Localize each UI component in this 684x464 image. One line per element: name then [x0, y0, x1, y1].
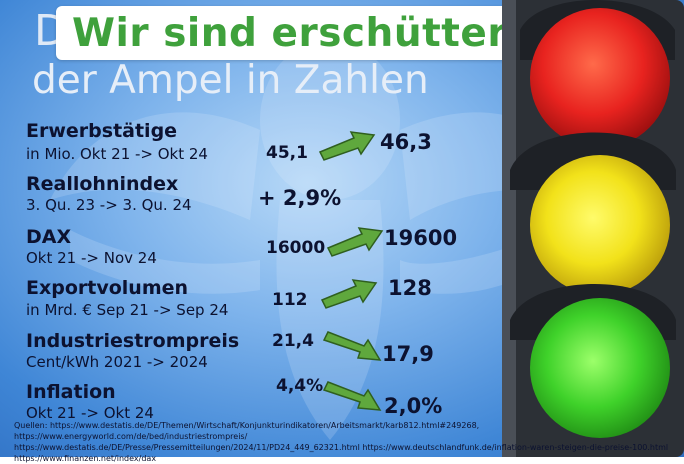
green-arrow-icon: [322, 331, 382, 361]
row-label-erwerbstaetige: Erwerbstätige: [26, 120, 178, 142]
sources-line2: https://www.destatis.de/DE/Presse/Presse…: [14, 443, 669, 452]
yellow-light: [530, 155, 670, 295]
row-label-reallohnindex: Reallohnindex: [26, 173, 179, 195]
green-arrow-icon: [320, 279, 378, 309]
sources-line1: Quellen: https://www.destatis.de/DE/Them…: [14, 421, 480, 441]
value-old-exportvolumen: 112: [272, 290, 308, 310]
value-new-exportvolumen: 128: [388, 276, 432, 300]
green-light: [530, 298, 670, 438]
value-old-industriestrompreis: 21,4: [272, 331, 314, 351]
row-label-inflation: Inflation: [26, 381, 116, 403]
green-arrow-icon: [318, 131, 376, 161]
green-arrow-icon: [326, 227, 384, 257]
row-label-industriestrompreis: Industriestrompreis: [26, 330, 240, 352]
value-old-dax: 16000: [266, 238, 326, 258]
value-reallohnindex: + 2,9%: [258, 186, 342, 210]
row-sub-dax: Okt 21 -> Nov 24: [26, 249, 157, 267]
row-label-exportvolumen: Exportvolumen: [26, 277, 189, 299]
red-light: [530, 8, 670, 148]
green-arrow-icon: [322, 381, 382, 411]
banner: Wir sind erschüttert...: [56, 6, 578, 60]
row-sub-erwerbstaetige: in Mio. Okt 21 -> Okt 24: [26, 145, 208, 163]
page-title-line2: der Ampel in Zahlen: [32, 58, 429, 103]
value-new-inflation: 2,0%: [384, 394, 443, 418]
row-sub-inflation: Okt 21 -> Okt 24: [26, 404, 154, 422]
row-sub-industriestrompreis: Cent/kWh 2021 -> 2024: [26, 353, 208, 371]
banner-text: Wir sind erschüttert...: [72, 11, 573, 56]
sources-footnote: Quellen: https://www.destatis.de/DE/Them…: [14, 420, 684, 464]
value-old-erwerbstaetige: 45,1: [266, 143, 308, 163]
row-sub-exportvolumen: in Mrd. € Sep 21 -> Sep 24: [26, 301, 229, 319]
value-old-inflation: 4,4%: [276, 376, 324, 396]
value-new-industriestrompreis: 17,9: [382, 342, 434, 366]
row-sub-reallohnindex: 3. Qu. 23 -> 3. Qu. 24: [26, 196, 192, 214]
sources-line3: https://www.finanzen.net/index/dax: [14, 454, 157, 463]
row-label-dax: DAX: [26, 226, 72, 248]
value-new-dax: 19600: [384, 226, 458, 250]
traffic-light-icon: [502, 0, 684, 457]
value-new-erwerbstaetige: 46,3: [380, 130, 432, 154]
